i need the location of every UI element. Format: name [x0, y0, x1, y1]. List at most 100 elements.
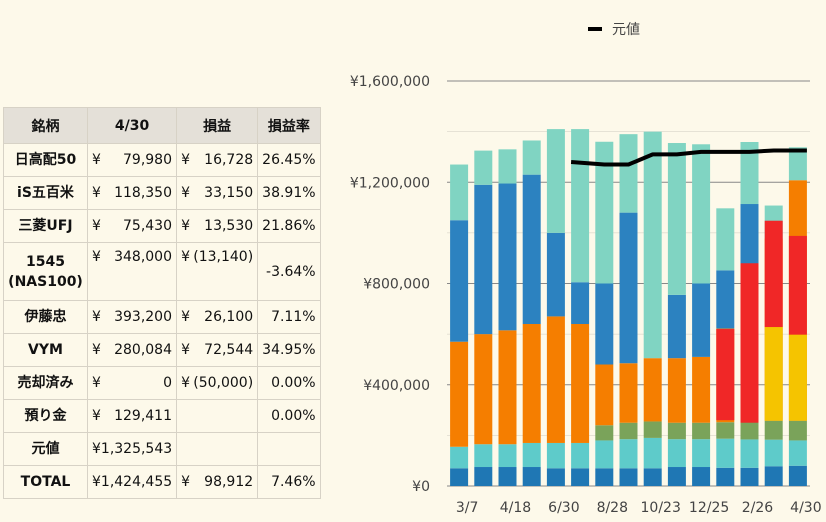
holding-name-text: 元値 [31, 441, 60, 457]
bar-segment [571, 282, 590, 324]
bar-segment [764, 327, 783, 421]
holding-name-text: VYM [28, 342, 63, 358]
y-tick-label: ¥1,600,000 [350, 74, 430, 90]
holding-value-text: 280,084 [114, 342, 172, 358]
table-row: 売却済み ¥0 ¥ (50,000) 0.00% [3, 366, 321, 400]
yen-sign: ¥ [181, 309, 191, 325]
bar-segment [764, 220, 783, 328]
holding-name-text: 日高配50 [14, 152, 77, 168]
holding-name-text: 三菱UFJ [18, 218, 73, 234]
x-tick-label: 4/18 [500, 500, 531, 516]
bar-segment [667, 422, 686, 440]
legend-label: 元値 [612, 22, 640, 38]
yen-sign: ¥ [92, 218, 101, 234]
holding-value: ¥1,325,543 [86, 432, 178, 466]
bar-segment [498, 467, 517, 486]
bar-segment [692, 144, 711, 284]
holding-name: 1545 (NAS100) [3, 242, 88, 301]
table-row: VYM ¥280,084 ¥72,544 34.95% [3, 333, 321, 367]
bar-segment [474, 150, 493, 185]
bar-segment [571, 324, 590, 443]
holding-value-text: ¥1,424,455 [92, 474, 173, 490]
holding-pl-text: 72,544 [204, 342, 254, 358]
yen-sign: ¥ [181, 152, 191, 168]
holding-name: 預り金 [3, 399, 88, 433]
bar-segment [643, 468, 662, 486]
x-tick-label: 2/26 [742, 500, 774, 516]
holding-name: TOTAL [3, 465, 88, 499]
holdings-table: 銘柄 4/30 損益 損益率 日高配50 ¥79,980 ¥16,728 26.45%… [3, 107, 321, 499]
bar-segment [764, 439, 783, 467]
bar-segment [788, 465, 807, 486]
holding-rate [257, 432, 321, 466]
bar-segment [571, 468, 590, 486]
bar-segment [522, 442, 541, 468]
bar-segment [595, 283, 614, 365]
table-body: 日高配50 ¥79,980 ¥16,728 26.45% iS五百米 ¥118,350 ¥3… [3, 143, 321, 499]
holding-pl [176, 399, 259, 433]
holding-value-text: 348,000 [114, 249, 172, 265]
bar-segment [716, 208, 735, 271]
holding-value: ¥79,980 [86, 143, 178, 177]
bar-segment [740, 467, 759, 486]
holding-pl-text: 26,100 [204, 309, 254, 325]
bar-segment [450, 446, 469, 469]
bar-segment [546, 442, 565, 469]
holding-name-text: 預り金 [24, 408, 67, 424]
holding-name: 伊藤忠 [3, 300, 88, 334]
holding-rate: 38.91% [257, 176, 321, 210]
yen-sign: ¥ [92, 309, 101, 325]
holding-rate: -3.64% [257, 242, 321, 301]
table-header-row: 銘柄 4/30 損益 損益率 [3, 107, 321, 144]
holding-value-text: 75,430 [123, 218, 172, 234]
bar-segment [619, 422, 638, 440]
bar-segment [571, 442, 590, 469]
bar-segment [474, 184, 493, 335]
holding-value: ¥75,430 [86, 209, 178, 243]
holding-pl-text: (50,000) [193, 375, 254, 391]
bar-segment [716, 422, 735, 439]
bar-segment [643, 131, 662, 359]
yen-sign: ¥ [181, 474, 191, 490]
yen-sign: ¥ [92, 375, 101, 391]
stacked-bar-chart: ¥0 ¥400,000 ¥800,000 ¥1,200,000 ¥1,600,000 3/… [350, 22, 822, 516]
bar-segment [595, 141, 614, 284]
bar-segment [667, 294, 686, 359]
bar-segment [619, 363, 638, 423]
holding-rate: 0.00% [257, 399, 321, 433]
holding-value: ¥393,200 [86, 300, 178, 334]
bar-segment [716, 329, 735, 421]
holding-value: ¥0 [86, 366, 178, 400]
bar-segment [643, 358, 662, 422]
bar-segment [546, 129, 565, 233]
bar-segment [522, 324, 541, 443]
bar-segment [740, 421, 759, 440]
yen-sign: ¥ [92, 249, 101, 265]
bar-segment [546, 232, 565, 317]
holding-pl: ¥72,544 [176, 333, 259, 367]
bar-segment [692, 467, 711, 486]
table-row: TOTAL ¥1,424,455 ¥98,912 7.46% [3, 465, 321, 499]
y-tick-label: ¥800,000 [363, 277, 430, 293]
bar-segment [788, 420, 807, 441]
holding-pl: ¥ (13,140) [176, 242, 259, 301]
holding-pl: ¥33,150 [176, 176, 259, 210]
bar-segment [764, 466, 783, 486]
holding-pl: ¥13,530 [176, 209, 259, 243]
holding-rate: 34.95% [257, 333, 321, 367]
bar-segment [498, 149, 517, 184]
bar-segment [474, 467, 493, 486]
bar-segment [522, 140, 541, 175]
bar-segment [692, 356, 711, 423]
bar-segment [692, 283, 711, 357]
bar-segment [498, 183, 517, 331]
cost-line [570, 148, 807, 167]
yen-sign: ¥ [92, 152, 101, 168]
bar-segment [595, 425, 614, 441]
table-row: 伊藤忠 ¥393,200 ¥26,100 7.11% [3, 300, 321, 334]
holding-pl-text: 16,728 [204, 152, 254, 168]
bar-segment [450, 220, 469, 342]
table-row: 日高配50 ¥79,980 ¥16,728 26.45% [3, 143, 321, 177]
yen-sign: ¥ [181, 218, 191, 234]
col-header-rate: 損益率 [257, 107, 321, 144]
